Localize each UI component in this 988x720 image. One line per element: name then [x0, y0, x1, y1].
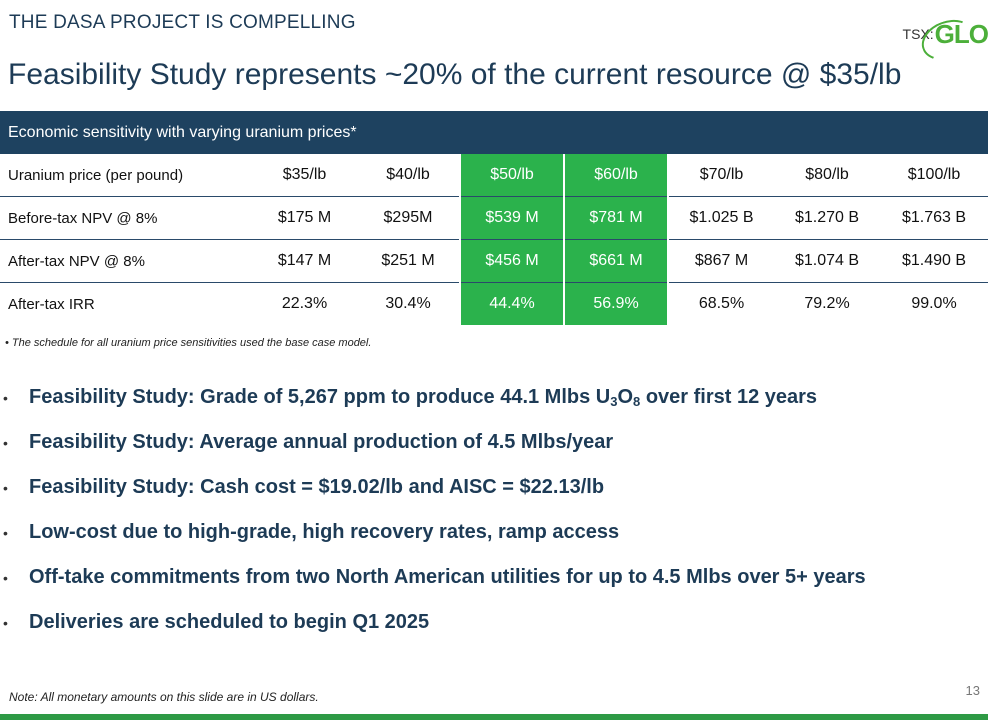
table-cell: $1.763 B [880, 196, 988, 240]
bottom-accent-bar [0, 714, 988, 720]
logo-ticker: GLO [915, 12, 988, 68]
table-cell: 30.4% [385, 295, 431, 312]
table-cell: 99.0% [911, 295, 957, 312]
table-row: After-tax NPV @ 8% $147 M $251 M $456 M $661… [0, 239, 988, 283]
table-cell: $1.074 B [774, 239, 880, 283]
company-logo: TSX: GLO [902, 10, 988, 68]
table-cell: $60/lb [563, 154, 669, 197]
table-cell: $40/lb [357, 154, 460, 197]
table-cell: $35/lb [252, 154, 357, 197]
table-row: After-tax IRR 22.3% 30.4% 44.4% 56.9% 68.5% 79… [0, 282, 988, 325]
bullet-marker: • [3, 569, 8, 586]
bullet-item: • Off-take commitments from two North Am… [0, 555, 866, 600]
table-cell: $781 M [563, 196, 669, 240]
section-kicker: THE DASA PROJECT IS COMPELLING [9, 12, 356, 33]
sensitivity-table: Economic sensitivity with varying uraniu… [0, 111, 988, 325]
bullet-text: Feasibility Study: Average annual produc… [29, 431, 614, 453]
table-cell: $80/lb [774, 154, 880, 197]
table-row: Uranium price (per pound) $35/lb $40/lb $50… [0, 154, 988, 197]
table-cell: $295M [357, 196, 460, 240]
bullet-text: Deliveries are scheduled to begin Q1 202… [29, 611, 430, 633]
table-cell: $1.025 B [668, 196, 774, 240]
table-cell: $661 M [563, 239, 669, 283]
table-cell: 79.2% [804, 295, 850, 312]
page-number: 13 [965, 683, 980, 698]
bullet-item: • Deliveries are scheduled to begin Q1 2… [0, 600, 866, 645]
table-cell: $456 M [459, 239, 565, 283]
table-cell: $70/lb [668, 154, 774, 197]
row-label: After-tax IRR [8, 295, 95, 313]
table-cell: $1.490 B [880, 239, 988, 283]
row-label: After-tax NPV @ 8% [0, 239, 252, 283]
table-cell: $147 M [252, 239, 357, 283]
bullet-marker: • [3, 614, 8, 631]
bullet-marker: • [3, 434, 8, 451]
bullet-text: Low-cost due to high-grade, high recover… [29, 521, 620, 543]
table-cell: $867 M [668, 239, 774, 283]
table-cell: 68.5% [698, 295, 745, 312]
table-cell: $175 M [252, 196, 357, 240]
table-cell: $539 M [459, 196, 565, 240]
bullet-list: • Feasibility Study: Grade of 5,267 ppm … [0, 375, 866, 645]
row-label: Uranium price (per pound) [0, 154, 252, 197]
table-caption: Economic sensitivity with varying uraniu… [0, 111, 988, 154]
bullet-marker: • [3, 389, 8, 406]
page-title: Feasibility Study represents ~20% of the… [8, 58, 902, 91]
table-cell: 44.4% [459, 282, 565, 325]
table-footnote: • The schedule for all uranium price sen… [5, 337, 372, 349]
bullet-text: Off-take commitments from two North Amer… [29, 566, 866, 588]
table-cell: 56.9% [563, 282, 669, 325]
bullet-marker: • [3, 524, 8, 541]
table-cell: $251 M [357, 239, 460, 283]
table-cell: $50/lb [459, 154, 565, 197]
row-label: Before-tax NPV @ 8% [0, 196, 252, 240]
bullet-item: • Low-cost due to high-grade, high recov… [0, 510, 866, 555]
bullet-item: • Feasibility Study: Grade of 5,267 ppm … [0, 375, 866, 420]
bullet-item: • Feasibility Study: Average annual prod… [0, 420, 866, 465]
table-cell: $1.270 B [774, 196, 880, 240]
bullet-marker: • [3, 479, 8, 496]
currency-note: Note: All monetary amounts on this slide… [9, 690, 319, 704]
bullet-text: Feasibility Study: Grade of 5,267 ppm to… [29, 386, 818, 409]
table-cell: $100/lb [880, 154, 988, 197]
bullet-text: Feasibility Study: Cash cost = $19.02/lb… [29, 476, 605, 498]
bullet-item: • Feasibility Study: Cash cost = $19.02/… [0, 465, 866, 510]
table-row: Before-tax NPV @ 8% $175 M $295M $539 M $781… [0, 196, 988, 240]
table-cell: 22.3% [281, 295, 328, 312]
logo-exchange: TSX: [902, 26, 934, 42]
